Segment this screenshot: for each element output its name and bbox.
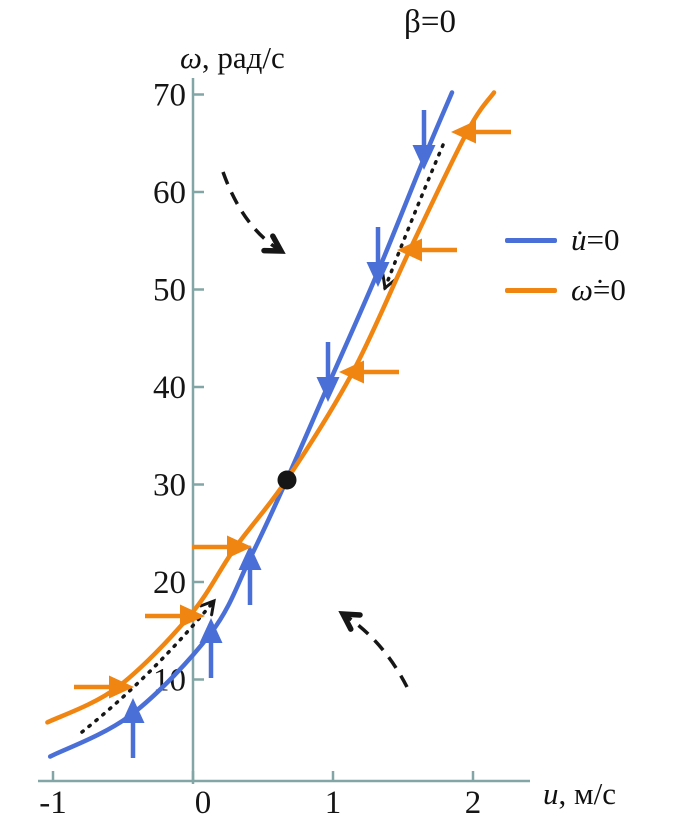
x-tick-label: 1	[325, 785, 342, 821]
dotted-arrow-head	[381, 272, 398, 291]
flow-arrow-head	[366, 262, 390, 287]
y-tick-label: 40	[153, 370, 186, 406]
dashed-rotation-arrow	[221, 171, 282, 253]
legend-item-u-nullcline: u̇=0	[505, 222, 626, 258]
figure-title: β=0	[404, 4, 456, 40]
flow-arrow-head	[238, 545, 262, 570]
dashed-rotation-arrow	[342, 612, 409, 688]
u-nullcline-curve	[47, 90, 455, 759]
legend-line-omega-nullcline	[505, 287, 557, 293]
dotted-trajectory	[80, 599, 216, 734]
x-tick-label: 0	[195, 785, 212, 821]
dotted-arrow-head	[199, 598, 216, 617]
x-tick-label: -1	[39, 785, 67, 821]
y-axis-units: , рад/с	[201, 40, 285, 75]
x-tick-label: 2	[465, 785, 482, 821]
x-axis-units: , м/с	[558, 776, 617, 811]
flow-arrow-head	[199, 618, 223, 643]
x-axis-variable: u	[543, 776, 559, 811]
flow-arrow-head	[451, 120, 476, 144]
equilibrium-point	[277, 470, 297, 490]
legend-line-u-nullcline	[505, 237, 557, 243]
flow-arrow-head	[109, 675, 134, 699]
x-axis-label: u, м/с	[543, 776, 616, 812]
dashed-arrow-head	[338, 610, 363, 632]
y-tick-label: 20	[153, 565, 186, 601]
legend-eq-u: =0	[586, 222, 620, 257]
y-axis-variable: ω	[180, 40, 202, 75]
legend-var-u: u̇	[571, 222, 587, 257]
y-tick-label: 50	[153, 273, 186, 309]
dotted-trajectory	[383, 143, 445, 290]
flow-arrow-head	[316, 377, 340, 402]
flow-arrow-head	[397, 238, 422, 262]
flow-arrow-head	[339, 360, 364, 384]
legend-var-omega: ω̇	[571, 272, 593, 307]
y-tick-label: 60	[153, 175, 186, 211]
legend-eq-omega: =0	[592, 272, 626, 307]
y-axis-label: ω, рад/с	[180, 40, 285, 76]
y-tick-label: 30	[153, 468, 186, 504]
flow-arrow-head	[121, 698, 145, 723]
flow-arrow-head	[412, 145, 436, 170]
legend-label-omega-nullcline: ω̇=0	[571, 272, 626, 308]
flow-arrow-head	[180, 604, 205, 628]
legend: u̇=0 ω̇=0	[505, 222, 626, 308]
y-tick-label: 70	[153, 78, 186, 114]
legend-label-u-nullcline: u̇=0	[571, 222, 619, 258]
legend-item-omega-nullcline: ω̇=0	[505, 272, 626, 308]
flow-arrow-head	[227, 535, 252, 559]
dashed-arrow-head	[261, 233, 286, 254]
